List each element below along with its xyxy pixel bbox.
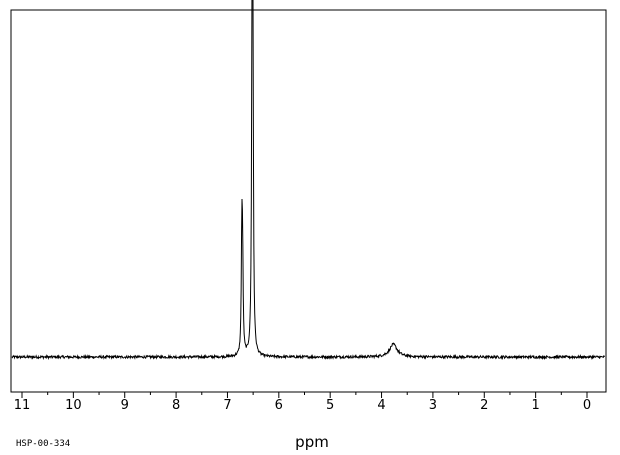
- x-tick-label-7: 7: [223, 398, 231, 413]
- x-axis-ticks: [21, 392, 588, 398]
- x-axis-tick-labels: 11 10 9 8 7 6 5 4 3 2 1 0: [14, 398, 591, 413]
- x-tick-label-11: 11: [14, 398, 31, 413]
- plot-frame: [10, 9, 607, 393]
- x-tick-label-6: 6: [275, 398, 283, 413]
- x-tick-label-10: 10: [65, 398, 82, 413]
- spectrum-line: [11, 0, 606, 361]
- x-tick-label-9: 9: [121, 398, 129, 413]
- x-tick-label-5: 5: [326, 398, 334, 413]
- x-tick-label-1: 1: [531, 398, 539, 413]
- x-tick-label-8: 8: [172, 398, 180, 413]
- x-tick-label-0: 0: [583, 398, 591, 413]
- x-tick-label-3: 3: [429, 398, 437, 413]
- x-tick-label-4: 4: [377, 398, 385, 413]
- x-tick-label-2: 2: [480, 398, 488, 413]
- spectrum-code-label: HSP-00-334: [16, 439, 70, 449]
- x-axis-title: ppm: [295, 433, 329, 451]
